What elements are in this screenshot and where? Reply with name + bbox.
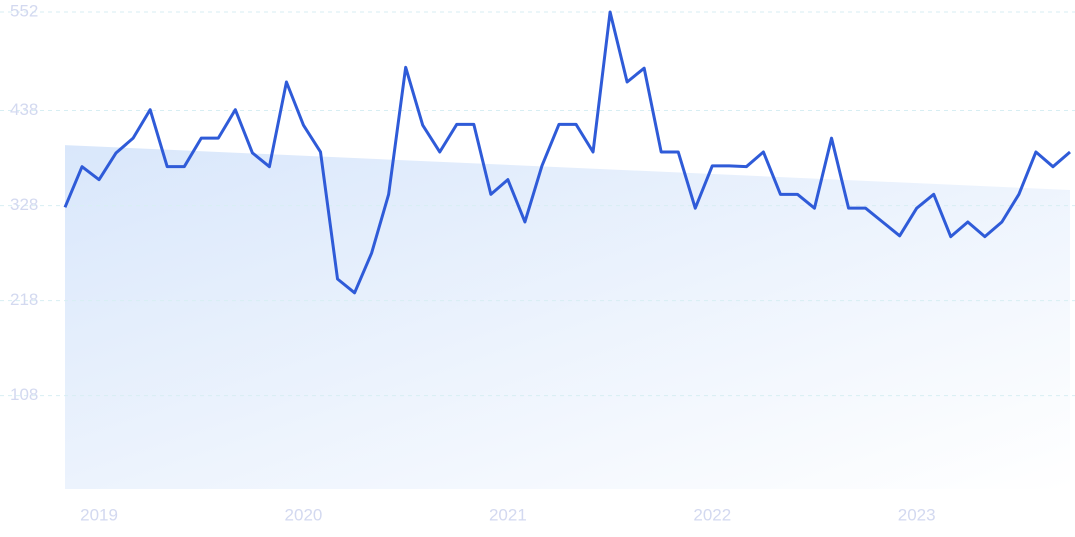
x-tick-label: 2021 [489,505,527,524]
line-series [63,10,1071,295]
y-tick-label: 438 [10,100,38,119]
y-tick-label: 328 [10,195,38,214]
y-tick-label: 218 [10,290,38,309]
x-tick-label: 2023 [898,505,936,524]
y-tick-label: 108 [10,385,38,404]
x-tick-label: 2022 [693,505,731,524]
y-tick-label: 552 [10,1,38,20]
trend-area [65,145,1070,489]
x-tick-label: 2020 [285,505,323,524]
x-tick-label: 2019 [80,505,118,524]
